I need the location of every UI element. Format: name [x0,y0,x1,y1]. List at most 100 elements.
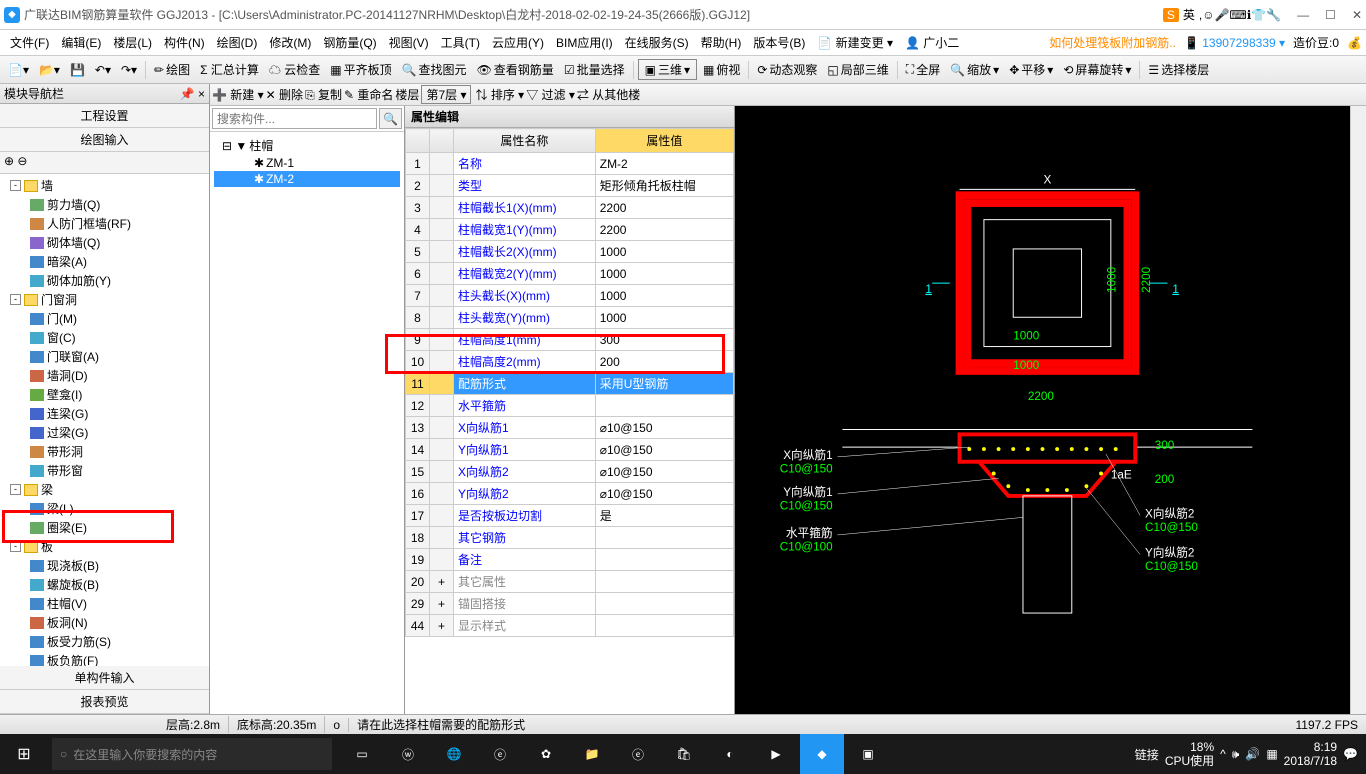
cloud-check-button[interactable]: ☁ 云检查 [265,59,324,80]
menu-item[interactable]: 文件(F) [4,34,55,51]
task-view-icon[interactable]: ▭ [340,734,384,774]
fullscreen-button[interactable]: ⛶ 全屏 [902,59,944,80]
menu-item[interactable]: 云应用(Y) [486,34,550,51]
tree-node[interactable]: 人防门框墙(RF) [2,214,207,233]
ie-icon[interactable]: ⓔ [616,734,660,774]
menu-item[interactable]: 楼层(L) [107,34,158,51]
explorer-icon[interactable]: 📁 [570,734,614,774]
ime-bar[interactable]: S 英 ,☺🎤⌨ℹ👕🔧 [1163,6,1281,23]
app-icon-7[interactable]: ▣ [846,734,890,774]
property-row[interactable]: 44+显示样式 [406,615,734,637]
property-row[interactable]: 15X向纵筋2⌀10@150 [406,461,734,483]
tree-node[interactable]: 砌体墙(Q) [2,233,207,252]
search-input[interactable] [212,108,377,129]
app-icon-6[interactable]: ◆ [800,734,844,774]
search-button[interactable]: 🔍 [379,108,402,129]
minimize-button[interactable]: — [1297,8,1309,22]
property-row[interactable]: 9柱帽高度1(mm)300 [406,329,734,351]
find-elem-button[interactable]: 🔍 查找图元 [398,59,471,80]
nav-tree[interactable]: -墙剪力墙(Q)人防门框墙(RF)砌体墙(Q)暗梁(A)砌体加筋(Y)-门窗洞门… [0,174,209,666]
edge-icon[interactable]: ⓔ [478,734,522,774]
tree-node[interactable]: 门(M) [2,309,207,328]
tree-node[interactable]: 剪力墙(Q) [2,195,207,214]
tree-node[interactable]: 过梁(G) [2,423,207,442]
menu-item[interactable]: 视图(V) [383,34,435,51]
save-icon[interactable]: 💾 [66,61,89,79]
menu-item[interactable]: 构件(N) [158,34,211,51]
property-row[interactable]: 2类型矩形倾角托板柱帽 [406,175,734,197]
tree-node[interactable]: 暗梁(A) [2,252,207,271]
property-row[interactable]: 17是否按板边切割是 [406,505,734,527]
draw-input-tab[interactable]: 绘图输入 [0,128,209,152]
app-icon-4[interactable]: ◐ [708,734,752,774]
menu-item[interactable]: 钢筋量(Q) [317,34,382,51]
copy-comp-button[interactable]: ⎘ 复制 [305,86,342,103]
menu-item[interactable]: 工具(T) [435,34,486,51]
menu-item[interactable]: 修改(M) [263,34,317,51]
redo-icon[interactable]: ↷▾ [117,61,141,79]
undo-icon[interactable]: ↶▾ [91,61,115,79]
taskbar-search[interactable]: ○ 在这里输入你要搜索的内容 [52,738,332,770]
report-preview-tab[interactable]: 报表预览 [0,690,209,714]
close-button[interactable]: ✕ [1352,8,1362,22]
top-view-button[interactable]: ▦ 俯视 [699,59,744,80]
rename-comp-button[interactable]: ✎ 重命名 [344,86,393,103]
tray-net-icon[interactable]: 🕪 [1232,747,1240,762]
tree-node[interactable]: 砌体加筋(Y) [2,271,207,290]
property-row[interactable]: 29+锚固搭接 [406,593,734,615]
3d-button[interactable]: ▣ 三维 ▾ [638,59,697,80]
menu-item[interactable]: BIM应用(I) [550,34,619,51]
single-comp-tab[interactable]: 单构件输入 [0,666,209,690]
property-row[interactable]: 12水平箍筋 [406,395,734,417]
property-table[interactable]: 属性名称属性值 1名称ZM-22类型矩形倾角托板柱帽3柱帽截长1(X)(mm)2… [405,128,734,714]
tree-node[interactable]: 柱帽(V) [2,594,207,613]
sort-button[interactable]: ⇅ 排序 ▾ [475,86,524,103]
comp-zm1[interactable]: ✱ ZM-1 [214,155,400,171]
tree-node[interactable]: 板洞(N) [2,613,207,632]
help-link[interactable]: 如何处理筏板附加钢筋.. [1049,34,1176,51]
property-row[interactable]: 8柱头截宽(Y)(mm)1000 [406,307,734,329]
view-rebar-button[interactable]: 👁 查看钢筋量 [473,59,558,80]
property-row[interactable]: 11配筋形式采用U型钢筋 [406,373,734,395]
comp-zm2[interactable]: ✱ ZM-2 [214,171,400,187]
tree-node[interactable]: 现浇板(B) [2,556,207,575]
tree-node[interactable]: 带形窗 [2,461,207,480]
tree-node[interactable]: 螺旋板(B) [2,575,207,594]
menu-item[interactable]: 编辑(E) [55,34,107,51]
app-icon-5[interactable]: ▶ [754,734,798,774]
tree-node[interactable]: 窗(C) [2,328,207,347]
tree-node[interactable]: 门联窗(A) [2,347,207,366]
select-floor-button[interactable]: ☰ 选择楼层 [1144,59,1213,80]
tree-node[interactable]: 墙洞(D) [2,366,207,385]
draw-button[interactable]: ✏ 绘图 [150,59,194,80]
from-other-button[interactable]: ⇄ 从其他楼 [577,86,640,103]
tree-node[interactable]: -墙 [2,176,207,195]
tree-node[interactable]: -梁 [2,480,207,499]
user-label[interactable]: 👤 广小二 [899,34,965,51]
batch-select-button[interactable]: ☑ 批量选择 [560,59,629,80]
property-row[interactable]: 18其它钢筋 [406,527,734,549]
new-change-button[interactable]: 📄 新建变更 ▾ [811,34,899,51]
project-settings-tab[interactable]: 工程设置 [0,104,209,128]
start-button[interactable]: ⊞ [0,744,48,764]
property-row[interactable]: 19备注 [406,549,734,571]
tree-node[interactable]: 圈梁(E) [2,518,207,537]
app-icon-2[interactable]: 🌐 [432,734,476,774]
phone-label[interactable]: 📱 13907298339 ▾ [1184,36,1285,50]
tray-up-icon[interactable]: ^ [1220,747,1226,761]
system-tray[interactable]: 链接 18%CPU使用 ^ 🕪 🔊 ▦ 8:192018/7/18 💬 [1127,740,1366,768]
tree-node[interactable]: -板 [2,537,207,556]
property-row[interactable]: 4柱帽截宽1(Y)(mm)2200 [406,219,734,241]
property-row[interactable]: 6柱帽截宽2(Y)(mm)1000 [406,263,734,285]
menu-item[interactable]: 绘图(D) [211,34,264,51]
tree-node[interactable]: 连梁(G) [2,404,207,423]
tree-node[interactable]: 带形洞 [2,442,207,461]
property-row[interactable]: 5柱帽截长2(X)(mm)1000 [406,241,734,263]
new-file-icon[interactable]: 📄▾ [4,61,33,79]
store-icon[interactable]: 🛍 [662,734,706,774]
menu-item[interactable]: 在线服务(S) [619,34,695,51]
menu-item[interactable]: 帮助(H) [695,34,748,51]
tree-node[interactable]: 梁(L) [2,499,207,518]
app-icon-1[interactable]: ⓦ [386,734,430,774]
app-icon-3[interactable]: ✿ [524,734,568,774]
